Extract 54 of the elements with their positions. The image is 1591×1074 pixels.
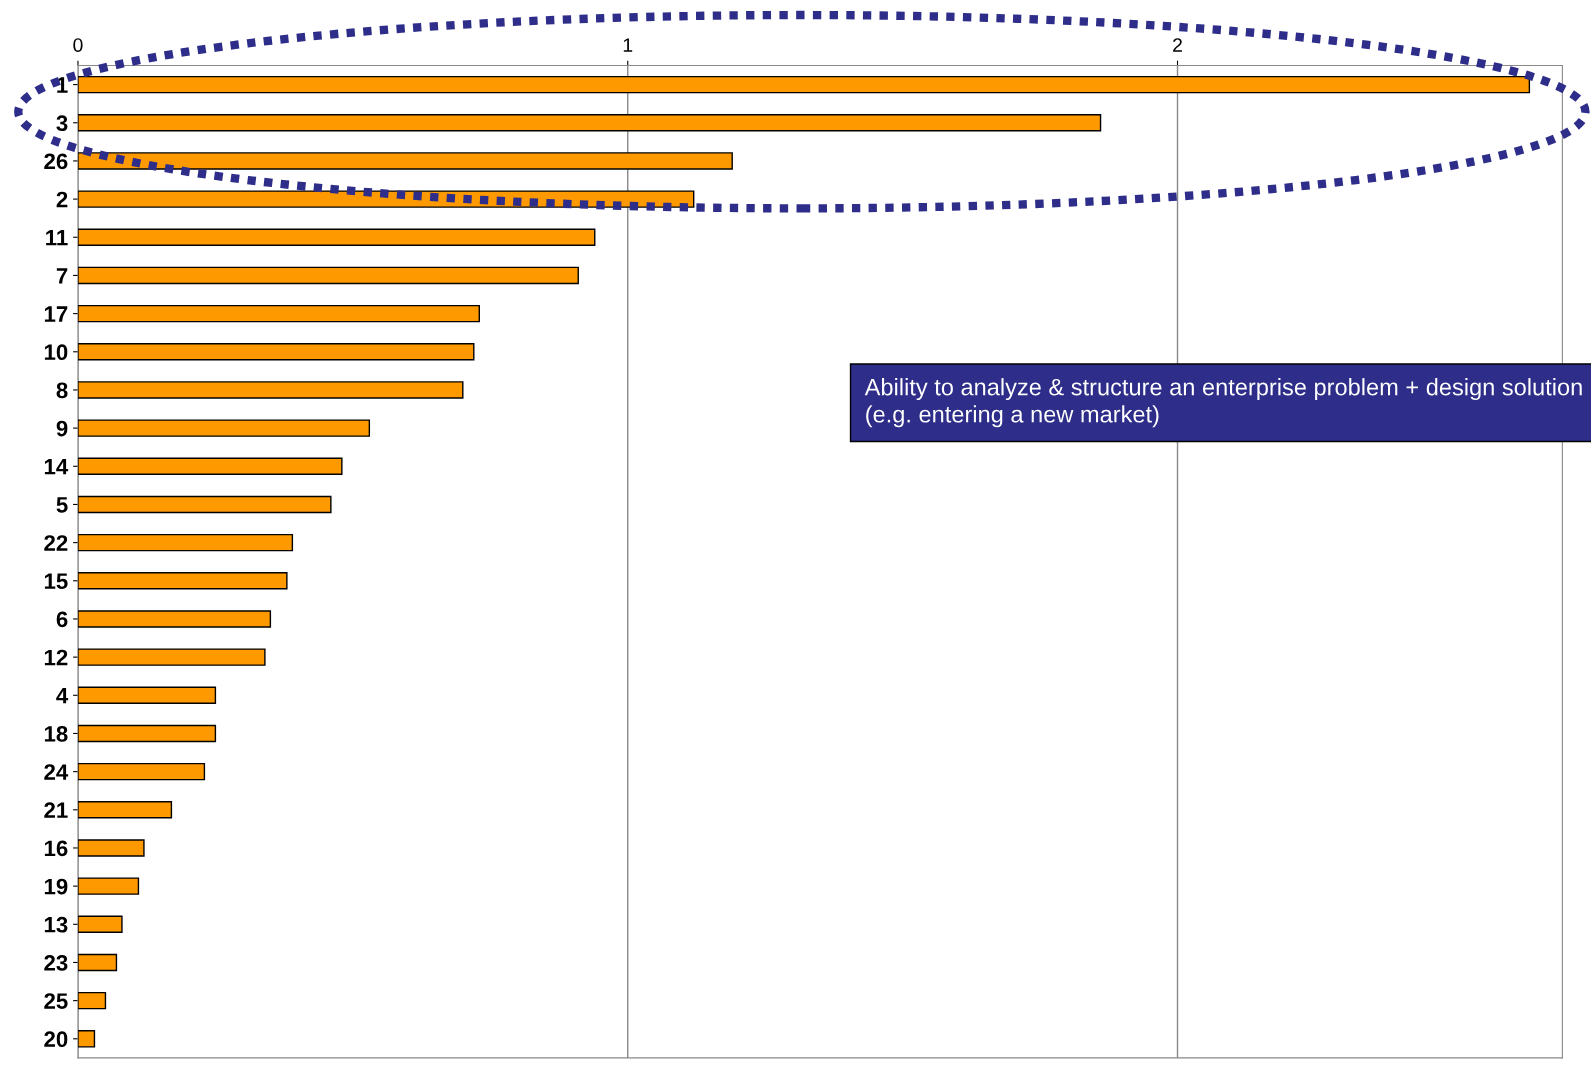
bar (77, 572, 288, 590)
y-tick-label: 17 (44, 306, 68, 322)
bar (77, 724, 217, 743)
bar (77, 228, 596, 246)
bar (77, 75, 1531, 94)
y-tick-label: 10 (44, 344, 68, 361)
bar (77, 762, 206, 781)
y-tick-label: 8 (56, 382, 68, 399)
bar (77, 953, 118, 972)
y-tick-label: 23 (44, 955, 68, 971)
bar (77, 114, 1102, 132)
y-tick-label: 13 (44, 916, 68, 933)
bar (77, 419, 371, 437)
y-tick-label: 7 (56, 268, 68, 284)
y-tick-label: 26 (44, 153, 68, 170)
annotation: Ability to analyze & structure an enterprise problem + design solution (e.g. entering a new market) (864, 378, 1582, 428)
bar (77, 343, 475, 361)
y-tick-label: 5 (56, 497, 68, 513)
x-tick-label: 0 (73, 38, 83, 52)
bar (77, 991, 107, 1010)
bar (77, 266, 579, 285)
y-tick-label: 14 (44, 459, 69, 475)
y-tick-label: 22 (44, 535, 68, 551)
y-tick-label: 18 (44, 725, 68, 742)
bar (77, 304, 480, 323)
bar (77, 877, 140, 895)
x-tick-label: 1 (623, 38, 633, 52)
y-tick-label: 25 (44, 993, 68, 1009)
bar (77, 801, 173, 819)
y-tick-label: 9 (56, 420, 68, 437)
bar (77, 533, 294, 552)
y-tick-label: 19 (44, 878, 68, 895)
y-tick-label: 11 (46, 230, 68, 246)
bar (77, 839, 145, 857)
bar (77, 686, 217, 705)
bar (77, 610, 272, 628)
bar (77, 381, 464, 399)
y-tick-label: 20 (44, 1031, 68, 1048)
bar (77, 648, 266, 666)
bar (77, 152, 733, 170)
y-tick-label: 3 (56, 115, 68, 132)
y-tick-label: 21 (44, 802, 68, 818)
y-tick-label: 16 (44, 840, 68, 857)
y-tick-label: 4 (56, 688, 69, 704)
bar (77, 915, 123, 934)
y-tick-label: 15 (44, 573, 68, 590)
bar (77, 495, 332, 514)
y-tick-label: 12 (44, 649, 68, 666)
y-tick-label: 2 (56, 191, 68, 208)
y-tick-label: 6 (56, 611, 68, 628)
x-tick-label: 2 (1173, 38, 1182, 52)
bar (77, 1030, 96, 1048)
y-tick-label: 24 (44, 764, 69, 780)
bar (77, 457, 343, 475)
